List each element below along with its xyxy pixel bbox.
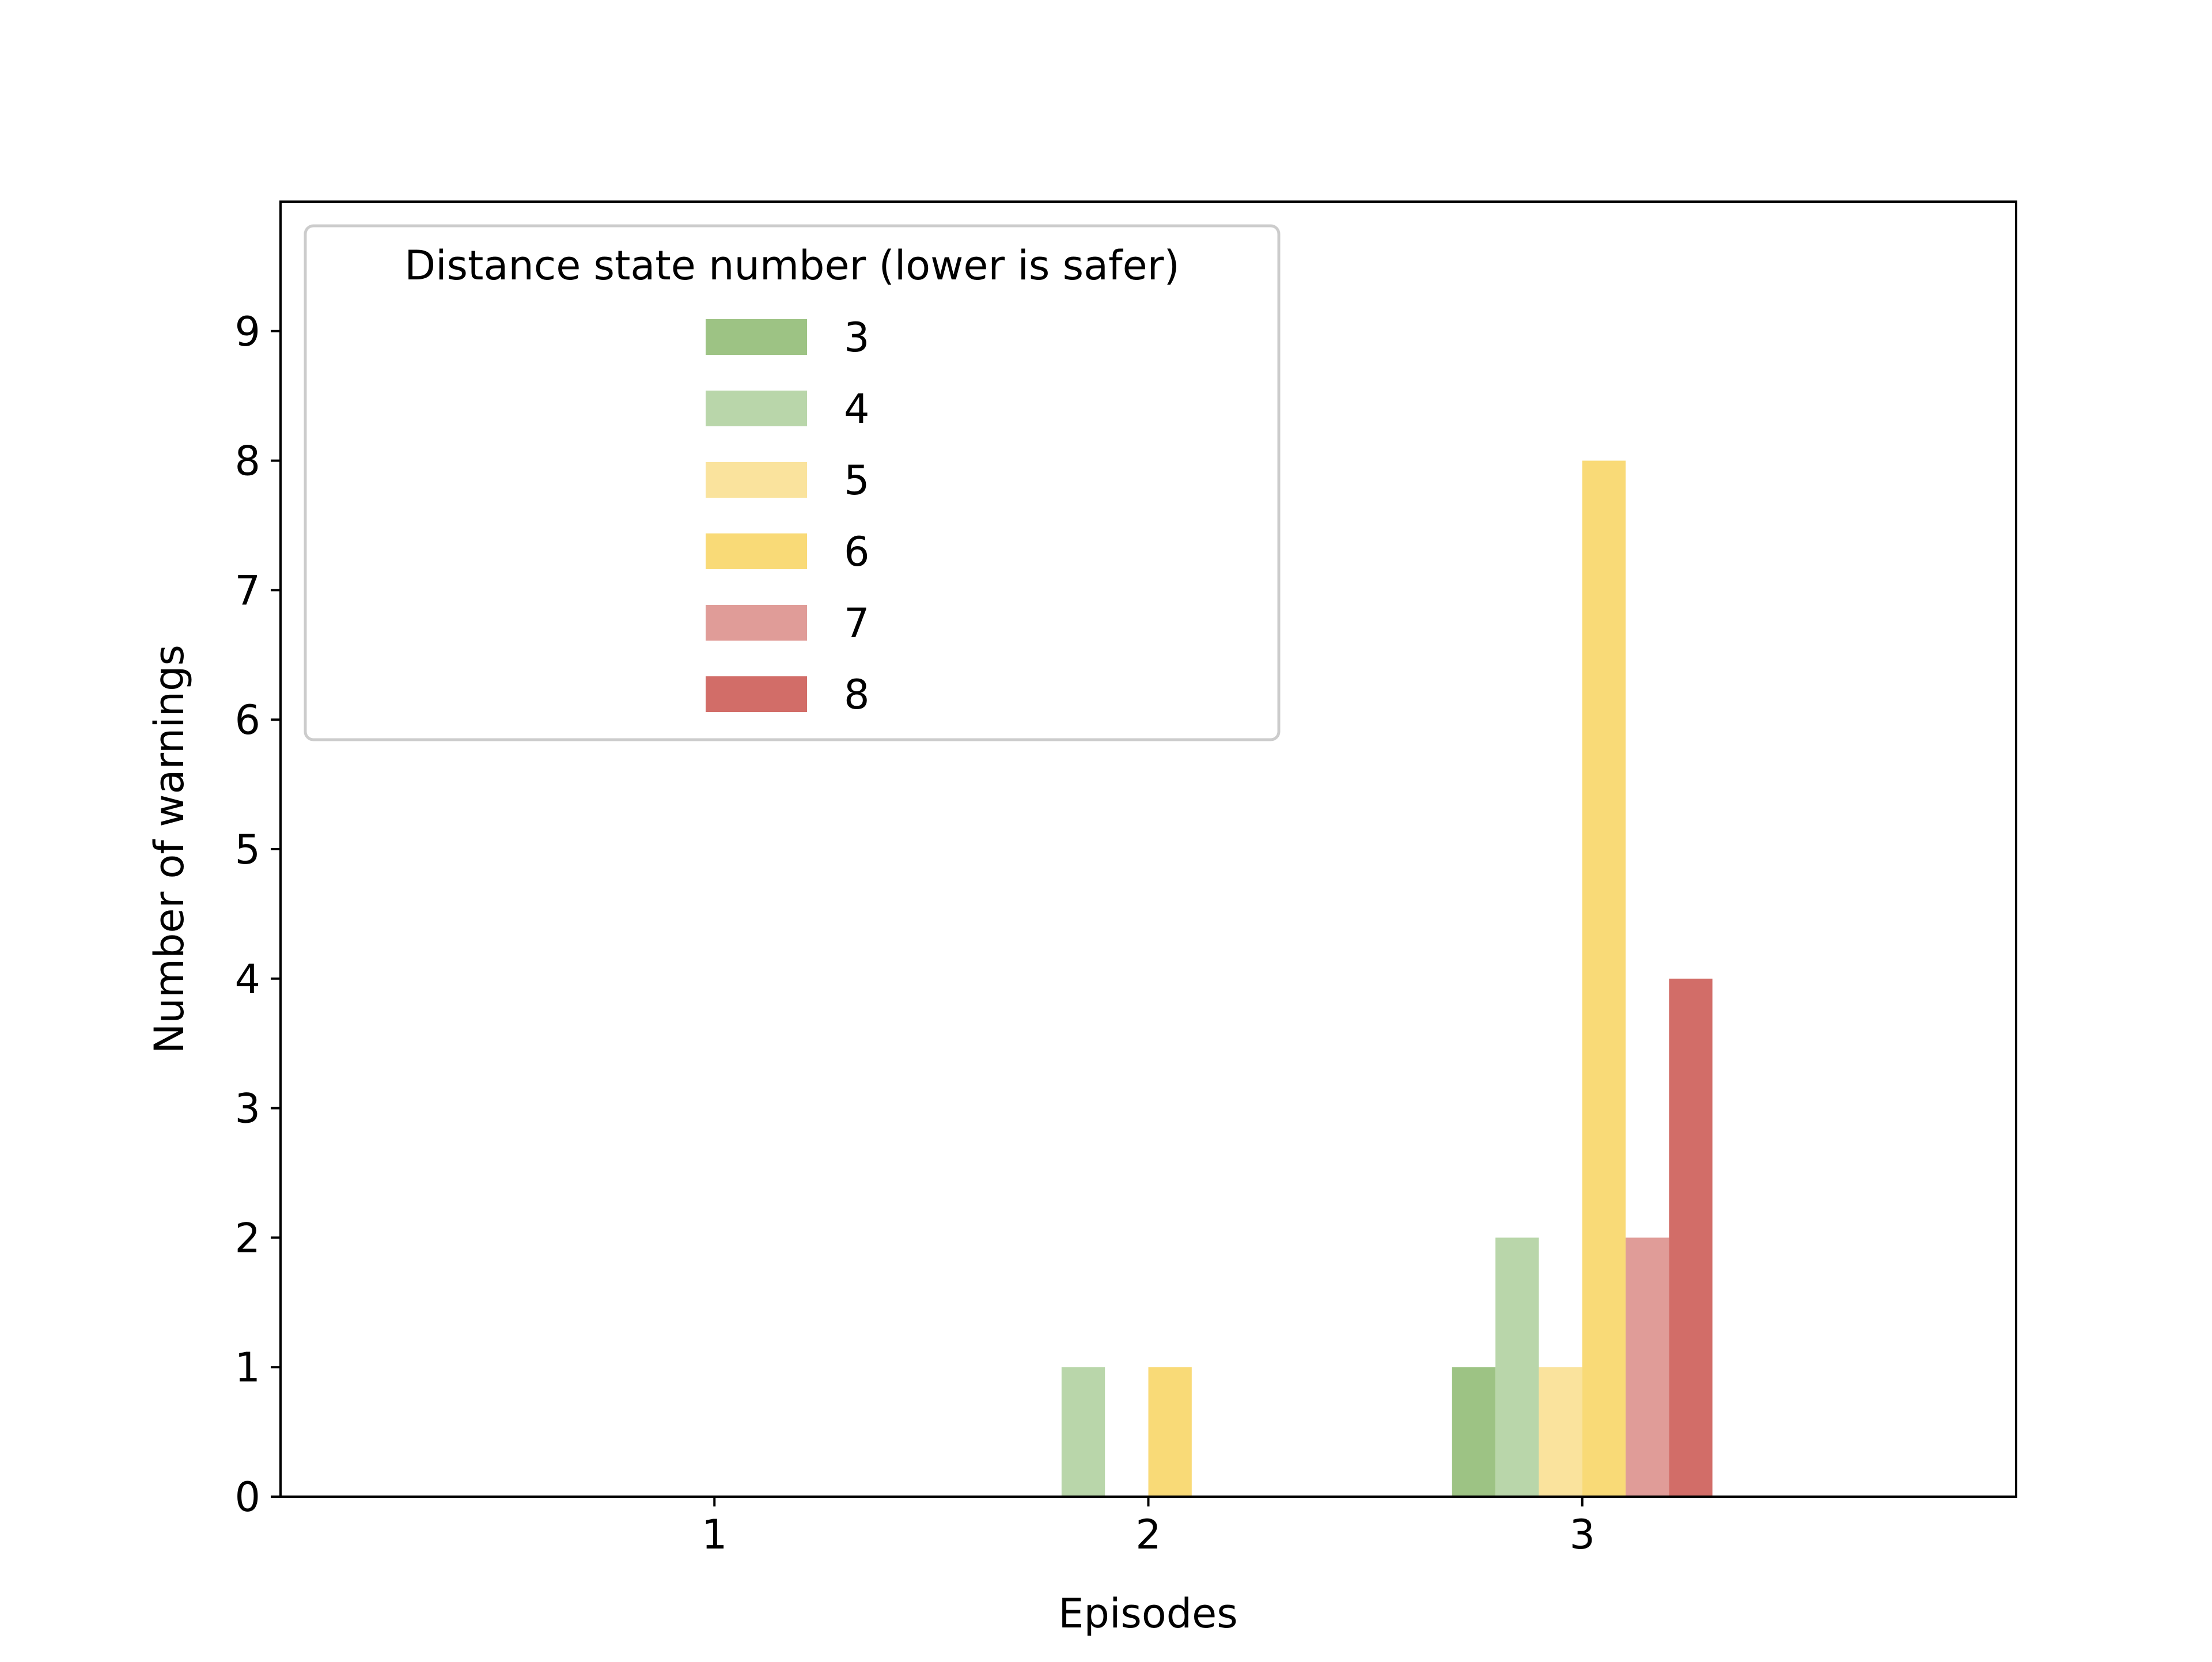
legend-label-4: 4 — [844, 385, 870, 433]
legend-swatch-7 — [706, 605, 807, 641]
bar-series-6-episode-3 — [1582, 460, 1626, 1497]
y-tick-label: 4 — [234, 956, 260, 1003]
legend-label-6: 6 — [844, 528, 870, 576]
x-tick-label: 3 — [1569, 1511, 1595, 1558]
legend-label-8: 8 — [844, 671, 870, 718]
x-tick-label: 2 — [1135, 1511, 1161, 1558]
y-ticks: 0 1 2 3 4 5 6 7 8 9 — [234, 308, 281, 1521]
bars-layer — [1061, 460, 1713, 1497]
legend: Distance state number (lower is safer) 3… — [304, 224, 1281, 741]
x-ticks: 1 2 3 — [702, 1497, 1595, 1558]
legend-label-5: 5 — [844, 457, 870, 504]
legend-swatch-6 — [706, 533, 807, 569]
x-axis-label: Episodes — [1058, 1590, 1237, 1637]
bar-series-5-episode-3 — [1539, 1367, 1582, 1497]
legend-swatch-4 — [706, 391, 807, 426]
y-tick-label: 9 — [234, 308, 260, 355]
bar-series-7-episode-3 — [1626, 1237, 1669, 1497]
y-tick-label: 5 — [234, 826, 260, 873]
legend-swatch-5 — [706, 462, 807, 498]
y-tick-label: 2 — [234, 1214, 260, 1262]
y-tick-label: 1 — [234, 1344, 260, 1391]
bar-series-4-episode-2 — [1061, 1367, 1105, 1497]
y-tick-label: 7 — [234, 567, 260, 614]
legend-swatch-3 — [706, 319, 807, 355]
y-tick-label: 0 — [234, 1474, 260, 1521]
y-tick-label: 8 — [234, 438, 260, 485]
y-axis-label: Number of warnings — [146, 645, 193, 1054]
legend-swatch-8 — [706, 676, 807, 712]
y-tick-label: 3 — [234, 1085, 260, 1133]
legend-title: Distance state number (lower is safer) — [404, 242, 1180, 289]
bar-series-8-episode-3 — [1669, 978, 1713, 1497]
legend-label-3: 3 — [844, 314, 870, 361]
x-tick-label: 1 — [702, 1511, 728, 1558]
bar-series-6-episode-2 — [1148, 1367, 1192, 1497]
bar-series-4-episode-3 — [1495, 1237, 1539, 1497]
y-tick-label: 6 — [234, 696, 260, 744]
bar-series-3-episode-3 — [1452, 1367, 1496, 1497]
legend-label-7: 7 — [844, 600, 870, 647]
